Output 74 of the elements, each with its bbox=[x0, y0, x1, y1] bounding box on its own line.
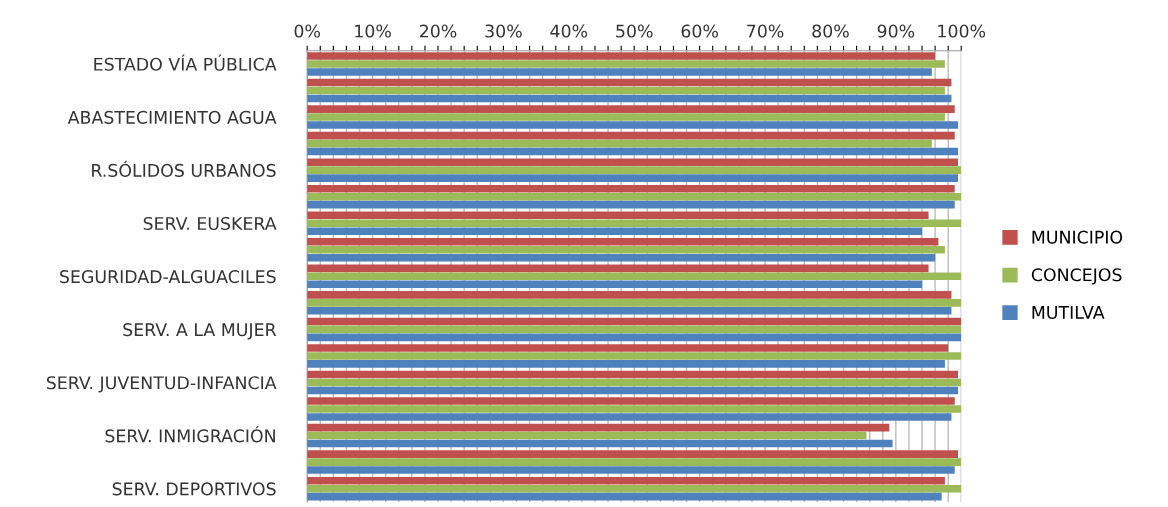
x-tick-label: 90% bbox=[877, 24, 915, 38]
bar bbox=[307, 431, 867, 440]
bar bbox=[307, 413, 952, 421]
bar bbox=[307, 105, 955, 113]
x-tick-label: 70% bbox=[747, 24, 784, 38]
bar bbox=[307, 386, 958, 395]
bar bbox=[307, 291, 952, 299]
bar bbox=[307, 94, 952, 103]
bar bbox=[307, 352, 962, 360]
bar bbox=[307, 86, 945, 95]
bar bbox=[307, 78, 952, 87]
bar bbox=[307, 253, 936, 262]
legend-label: MUNICIPIO bbox=[1032, 230, 1123, 244]
bar bbox=[307, 344, 949, 352]
bar bbox=[307, 450, 958, 458]
legend-label: CONCEJOS bbox=[1031, 268, 1122, 285]
bar bbox=[307, 272, 962, 281]
x-tick-label: 0% bbox=[294, 24, 320, 38]
x-tick-label: 10% bbox=[355, 24, 391, 38]
bar bbox=[307, 60, 945, 68]
bar bbox=[307, 458, 962, 466]
bar bbox=[307, 211, 929, 220]
y-tick-label: SERV. JUVENTUD-INFANCIA bbox=[46, 376, 277, 393]
bar bbox=[307, 466, 955, 474]
bar bbox=[307, 139, 932, 148]
x-tick-label: 100% bbox=[938, 24, 986, 38]
y-tick-label: ABASTECIMIENTO AGUA bbox=[67, 110, 277, 124]
y-tick-label: ESTADO VÍA PÚBLICA bbox=[94, 54, 277, 71]
bar bbox=[307, 147, 958, 156]
y-tick-label: SERV. DEPORTIVOS bbox=[112, 482, 276, 496]
y-tick-label: SERV. A LA MUJER bbox=[123, 323, 277, 340]
y-tick-label: SERV. INMIGRACIÓN bbox=[105, 426, 275, 443]
bar bbox=[307, 492, 942, 501]
bar bbox=[307, 184, 955, 193]
bar bbox=[307, 299, 962, 307]
x-tick-label: 60% bbox=[681, 24, 718, 38]
bar bbox=[307, 405, 962, 413]
y-tick-label: R.SÓLIDOS URBANOS bbox=[92, 160, 276, 177]
x-tick-label: 40% bbox=[550, 24, 588, 38]
bar bbox=[307, 68, 932, 76]
bar bbox=[307, 333, 962, 342]
bar bbox=[307, 484, 962, 493]
bar bbox=[307, 121, 958, 129]
bar bbox=[307, 200, 955, 209]
bar bbox=[307, 280, 923, 289]
bar bbox=[307, 174, 958, 182]
bar bbox=[307, 166, 962, 174]
bar bbox=[307, 439, 893, 448]
bar bbox=[307, 317, 962, 326]
bar bbox=[307, 238, 939, 246]
legend-label: MUTILVA bbox=[1032, 306, 1105, 319]
bar bbox=[307, 245, 945, 254]
bar bbox=[307, 264, 929, 273]
bar bbox=[307, 219, 962, 228]
bar bbox=[307, 476, 945, 485]
bar bbox=[307, 113, 945, 121]
bar bbox=[307, 423, 890, 432]
bar bbox=[307, 378, 962, 387]
bar bbox=[307, 370, 958, 379]
bar bbox=[307, 131, 955, 140]
x-tick-label: 80% bbox=[812, 24, 849, 38]
bar bbox=[307, 158, 958, 166]
x-tick-label: 20% bbox=[419, 24, 457, 38]
bar bbox=[307, 360, 945, 368]
bar bbox=[307, 325, 962, 334]
bar bbox=[307, 192, 962, 201]
bar bbox=[307, 307, 952, 315]
bar bbox=[307, 397, 955, 405]
bar bbox=[307, 227, 923, 235]
x-tick-label: 30% bbox=[485, 24, 522, 38]
bar bbox=[307, 52, 936, 60]
y-tick-label: SERV. EUSKERA bbox=[143, 216, 277, 231]
x-tick-label: 50% bbox=[616, 24, 653, 38]
y-tick-label: SEGURIDAD-ALGUACILES bbox=[60, 270, 276, 284]
